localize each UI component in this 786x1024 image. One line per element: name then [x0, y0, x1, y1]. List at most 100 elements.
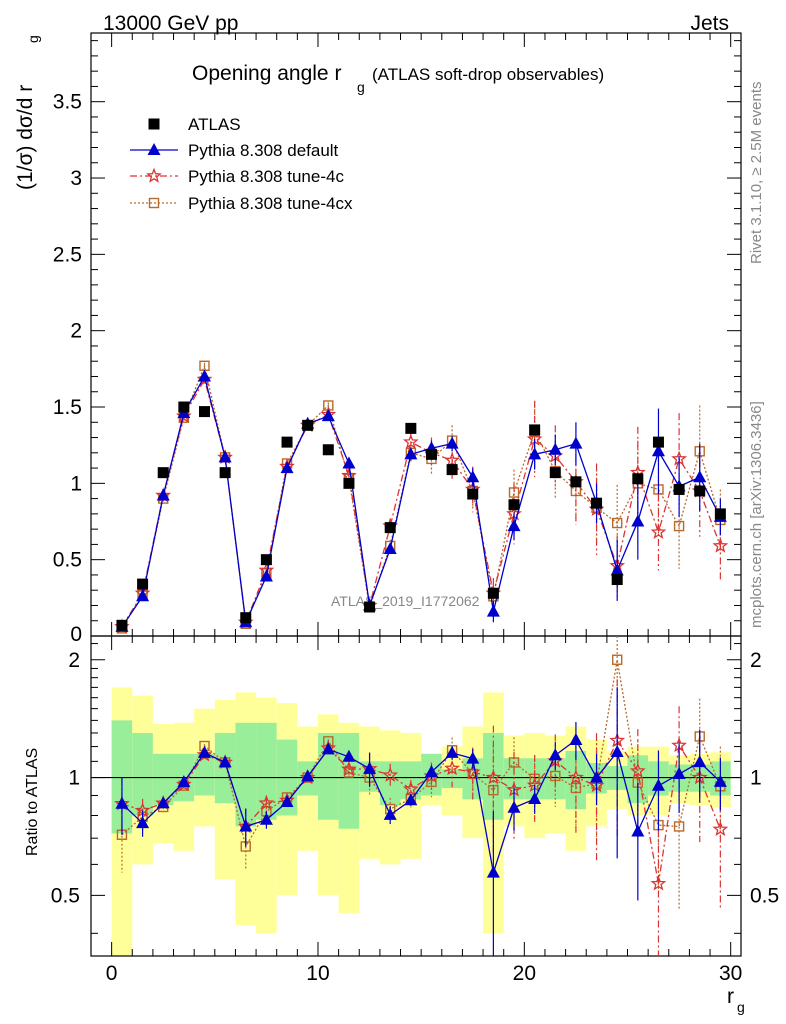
ratio-data-point: [156, 796, 170, 809]
data-point: [444, 452, 461, 468]
data-point: [383, 541, 397, 554]
x-tick-label: 30: [719, 962, 742, 985]
ratio-band-inner: [194, 753, 215, 796]
ratio-data-point: [464, 763, 481, 779]
ratio-data-point: [611, 654, 623, 665]
ratio-data-point: [218, 755, 232, 768]
data-point: [486, 604, 500, 617]
chart-title: Opening angle r: [192, 62, 341, 85]
ratio-data-point: [342, 749, 356, 762]
ratio-data-point: [404, 793, 418, 806]
ratio-data-point: [651, 778, 665, 791]
data-point: [446, 464, 458, 476]
x-axis-label-sub: g: [737, 999, 745, 1015]
data-point: [631, 514, 645, 527]
data-point: [611, 517, 623, 529]
ratio-data-point: [177, 775, 191, 788]
ratio-data-point: [136, 816, 150, 829]
ratio-series-line: [121, 739, 721, 873]
ratio-y-tick-label: 0.5: [51, 884, 80, 907]
data-point: [280, 461, 294, 474]
ratio-data-point: [548, 748, 562, 761]
data-point: [302, 419, 314, 431]
ratio-data-point: [259, 812, 273, 825]
main-plot: 0.5 1 1.5 2 2.5 3 3.5 0: [53, 32, 742, 646]
legend-marker: [146, 167, 162, 183]
data-point: [260, 554, 272, 566]
ratio-data-point: [485, 769, 502, 785]
header-right-label: Jets: [690, 12, 729, 35]
ratio-data-point: [239, 819, 253, 832]
data-point: [343, 477, 355, 489]
legend-label: Pythia 8.308 tune-4c: [188, 167, 344, 186]
data-point: [549, 467, 561, 479]
data-point: [425, 448, 437, 460]
y-tick-label: 1.5: [53, 396, 82, 419]
ratio-plot: 0 10 20 30 0.5 0.5 1 1 2 2: [51, 635, 779, 985]
data-point: [569, 436, 583, 449]
data-point: [157, 467, 169, 479]
data-point: [196, 371, 213, 387]
ratio-data-point: [713, 774, 727, 787]
data-point: [116, 619, 128, 631]
y-tick-label: 2.5: [53, 243, 82, 266]
header-left-label: 13000 GeV pp: [103, 12, 238, 35]
y-tick-label: 2: [70, 320, 82, 343]
data-point: [404, 447, 418, 460]
data-point: [712, 537, 729, 553]
data-point: [219, 467, 231, 479]
data-point: [342, 456, 356, 469]
data-point: [714, 508, 726, 520]
ratio-data-point: [424, 764, 438, 777]
ratio-frame: [90, 635, 742, 957]
ratio-data-point: [486, 865, 500, 878]
data-point: [487, 587, 499, 599]
legend-marker: [148, 118, 160, 130]
data-point: [405, 422, 417, 434]
ratio-data-point: [466, 751, 480, 764]
data-point: [507, 519, 521, 532]
ratio-data-point: [382, 766, 399, 782]
ratio-data-point: [115, 796, 129, 809]
ratio-data-point: [507, 800, 521, 813]
data-point: [281, 436, 293, 448]
series-line: [121, 374, 721, 628]
y-tick-label: 3.5: [53, 91, 82, 114]
ratio-y-tick-label-right: 0.5: [750, 884, 779, 907]
ratio-y-tick-label-right: 1: [750, 767, 762, 790]
ratio-data-point: [444, 760, 461, 776]
data-point: [651, 444, 665, 457]
data-point: [528, 447, 542, 460]
ratio-band-inner: [338, 732, 360, 829]
ratio-y-tick-label: 1: [68, 767, 80, 790]
data-point: [529, 424, 541, 436]
data-point: [591, 497, 603, 509]
data-point: [218, 450, 232, 463]
series-line: [121, 377, 721, 628]
data-point: [570, 476, 582, 488]
ratio-data-point: [673, 821, 685, 832]
data-point: [673, 520, 685, 532]
ratio-band-inner: [132, 732, 153, 816]
data-point: [610, 563, 624, 576]
x-tick-label: 0: [106, 962, 118, 985]
series-line: [121, 363, 721, 629]
ratio-data-point: [176, 776, 192, 792]
data-point: [322, 444, 334, 456]
data-point: [197, 369, 211, 382]
data-point: [693, 470, 707, 483]
legend: ATLAS Pythia 8.308 default Pythia 8.308 tu…: [130, 115, 353, 213]
data-point: [384, 522, 396, 534]
data-point: [259, 569, 273, 582]
ratio-series-1: [115, 687, 727, 956]
data-point: [694, 485, 706, 497]
y-tick-label: 3: [70, 167, 82, 190]
data-point: [466, 470, 480, 483]
ratio-data-point: [610, 745, 624, 758]
legend-marker: [148, 197, 160, 209]
ratio-data-point: [258, 794, 275, 810]
data-point: [402, 433, 419, 449]
ratio-data-point: [631, 824, 645, 837]
data-point: [673, 483, 685, 495]
